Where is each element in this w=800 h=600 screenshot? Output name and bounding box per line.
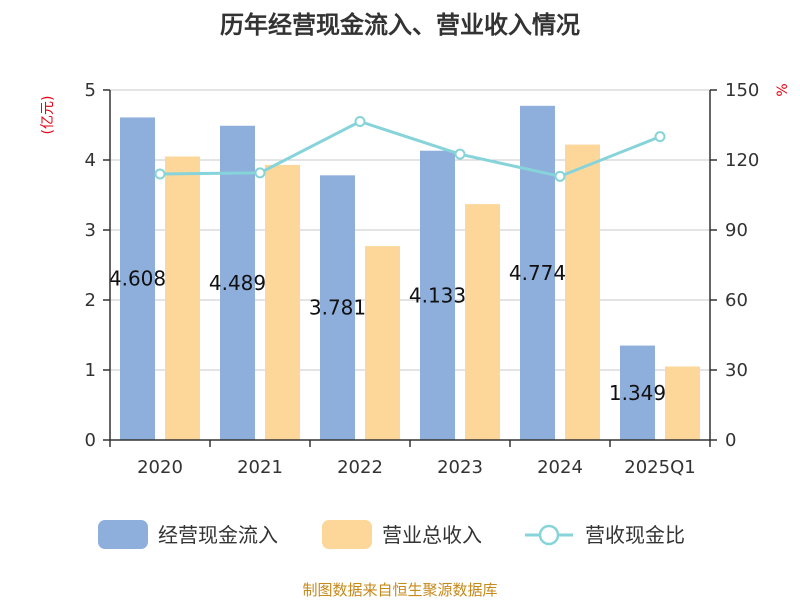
revenue-bar	[465, 204, 500, 440]
legend-label: 营收现金比	[585, 523, 685, 547]
ratio-point	[554, 170, 566, 182]
x-tick-label: 2023	[437, 457, 483, 478]
ratio-point	[454, 148, 466, 160]
revenue-bar	[665, 366, 700, 440]
right-tick-label: 0	[725, 430, 736, 451]
footer-source: 制图数据来自恒生聚源数据库	[302, 581, 497, 599]
revenue-bar	[565, 144, 600, 440]
x-tick-label: 2022	[337, 457, 383, 478]
left-tick-label: 3	[85, 220, 96, 241]
legend-label: 营业总收入	[382, 523, 482, 547]
left-axis-unit: (亿元)	[40, 96, 56, 135]
ratio-point	[354, 116, 366, 127]
left-tick-label: 2	[85, 290, 96, 311]
cash-inflow-value-label: 1.349	[609, 381, 666, 405]
legend-swatch-cash-inflow	[98, 520, 148, 549]
right-tick-label: 150	[725, 80, 759, 101]
cash-inflow-bar	[620, 345, 655, 440]
ratio-point	[254, 167, 266, 179]
right-tick-label: 60	[725, 290, 748, 311]
cash-inflow-value-label: 4.608	[109, 267, 166, 291]
legend-swatch-ratio-marker	[538, 524, 560, 546]
left-tick-label: 5	[85, 80, 96, 101]
x-tick-label: 2020	[137, 457, 183, 478]
legend-swatch-revenue	[322, 520, 372, 549]
cash-inflow-value-label: 4.489	[209, 271, 266, 295]
right-axis-unit: %	[775, 83, 791, 96]
revenue-bar	[165, 156, 200, 440]
revenue-bar	[365, 246, 400, 440]
x-tick-label: 2024	[537, 457, 583, 478]
ratio-line-path	[159, 119, 661, 178]
cash-inflow-value-label: 4.133	[409, 283, 466, 307]
cash-inflow-bar	[120, 117, 155, 440]
ratio-line	[154, 116, 666, 182]
left-tick-label: 4	[85, 150, 96, 171]
cash-inflow-value-label: 3.781	[309, 296, 366, 320]
cash-inflow-bar	[520, 105, 555, 440]
axes: 0 1 2 3 4 5 0 30 60 90 120 150 2020 2021 2022 2023 2024 2…	[85, 80, 760, 478]
left-tick-label: 1	[85, 360, 96, 381]
right-tick-label: 90	[725, 220, 748, 241]
left-tick-label: 0	[85, 430, 96, 451]
x-tick-label: 2025Q1	[624, 457, 695, 478]
data-labels: 4.608 4.489 3.781 4.133 4.774 1.349	[109, 261, 666, 405]
bars	[120, 105, 700, 441]
ratio-point	[654, 131, 666, 143]
revenue-bar	[265, 164, 300, 440]
right-tick-label: 30	[725, 360, 748, 381]
legend: 经营现金流入 营业总收入 营收现金比	[98, 520, 685, 549]
right-tick-label: 120	[725, 150, 759, 171]
cash-inflow-value-label: 4.774	[509, 261, 566, 285]
cash-inflow-bar	[420, 150, 455, 440]
cash-inflow-bar	[320, 175, 355, 440]
legend-label: 经营现金流入	[158, 523, 278, 547]
gridlines	[110, 89, 710, 371]
cash-inflow-bar	[220, 125, 255, 441]
ratio-point	[154, 168, 166, 180]
x-tick-label: 2021	[237, 457, 283, 478]
chart-title: 历年经营现金流入、营业收入情况	[220, 11, 580, 39]
